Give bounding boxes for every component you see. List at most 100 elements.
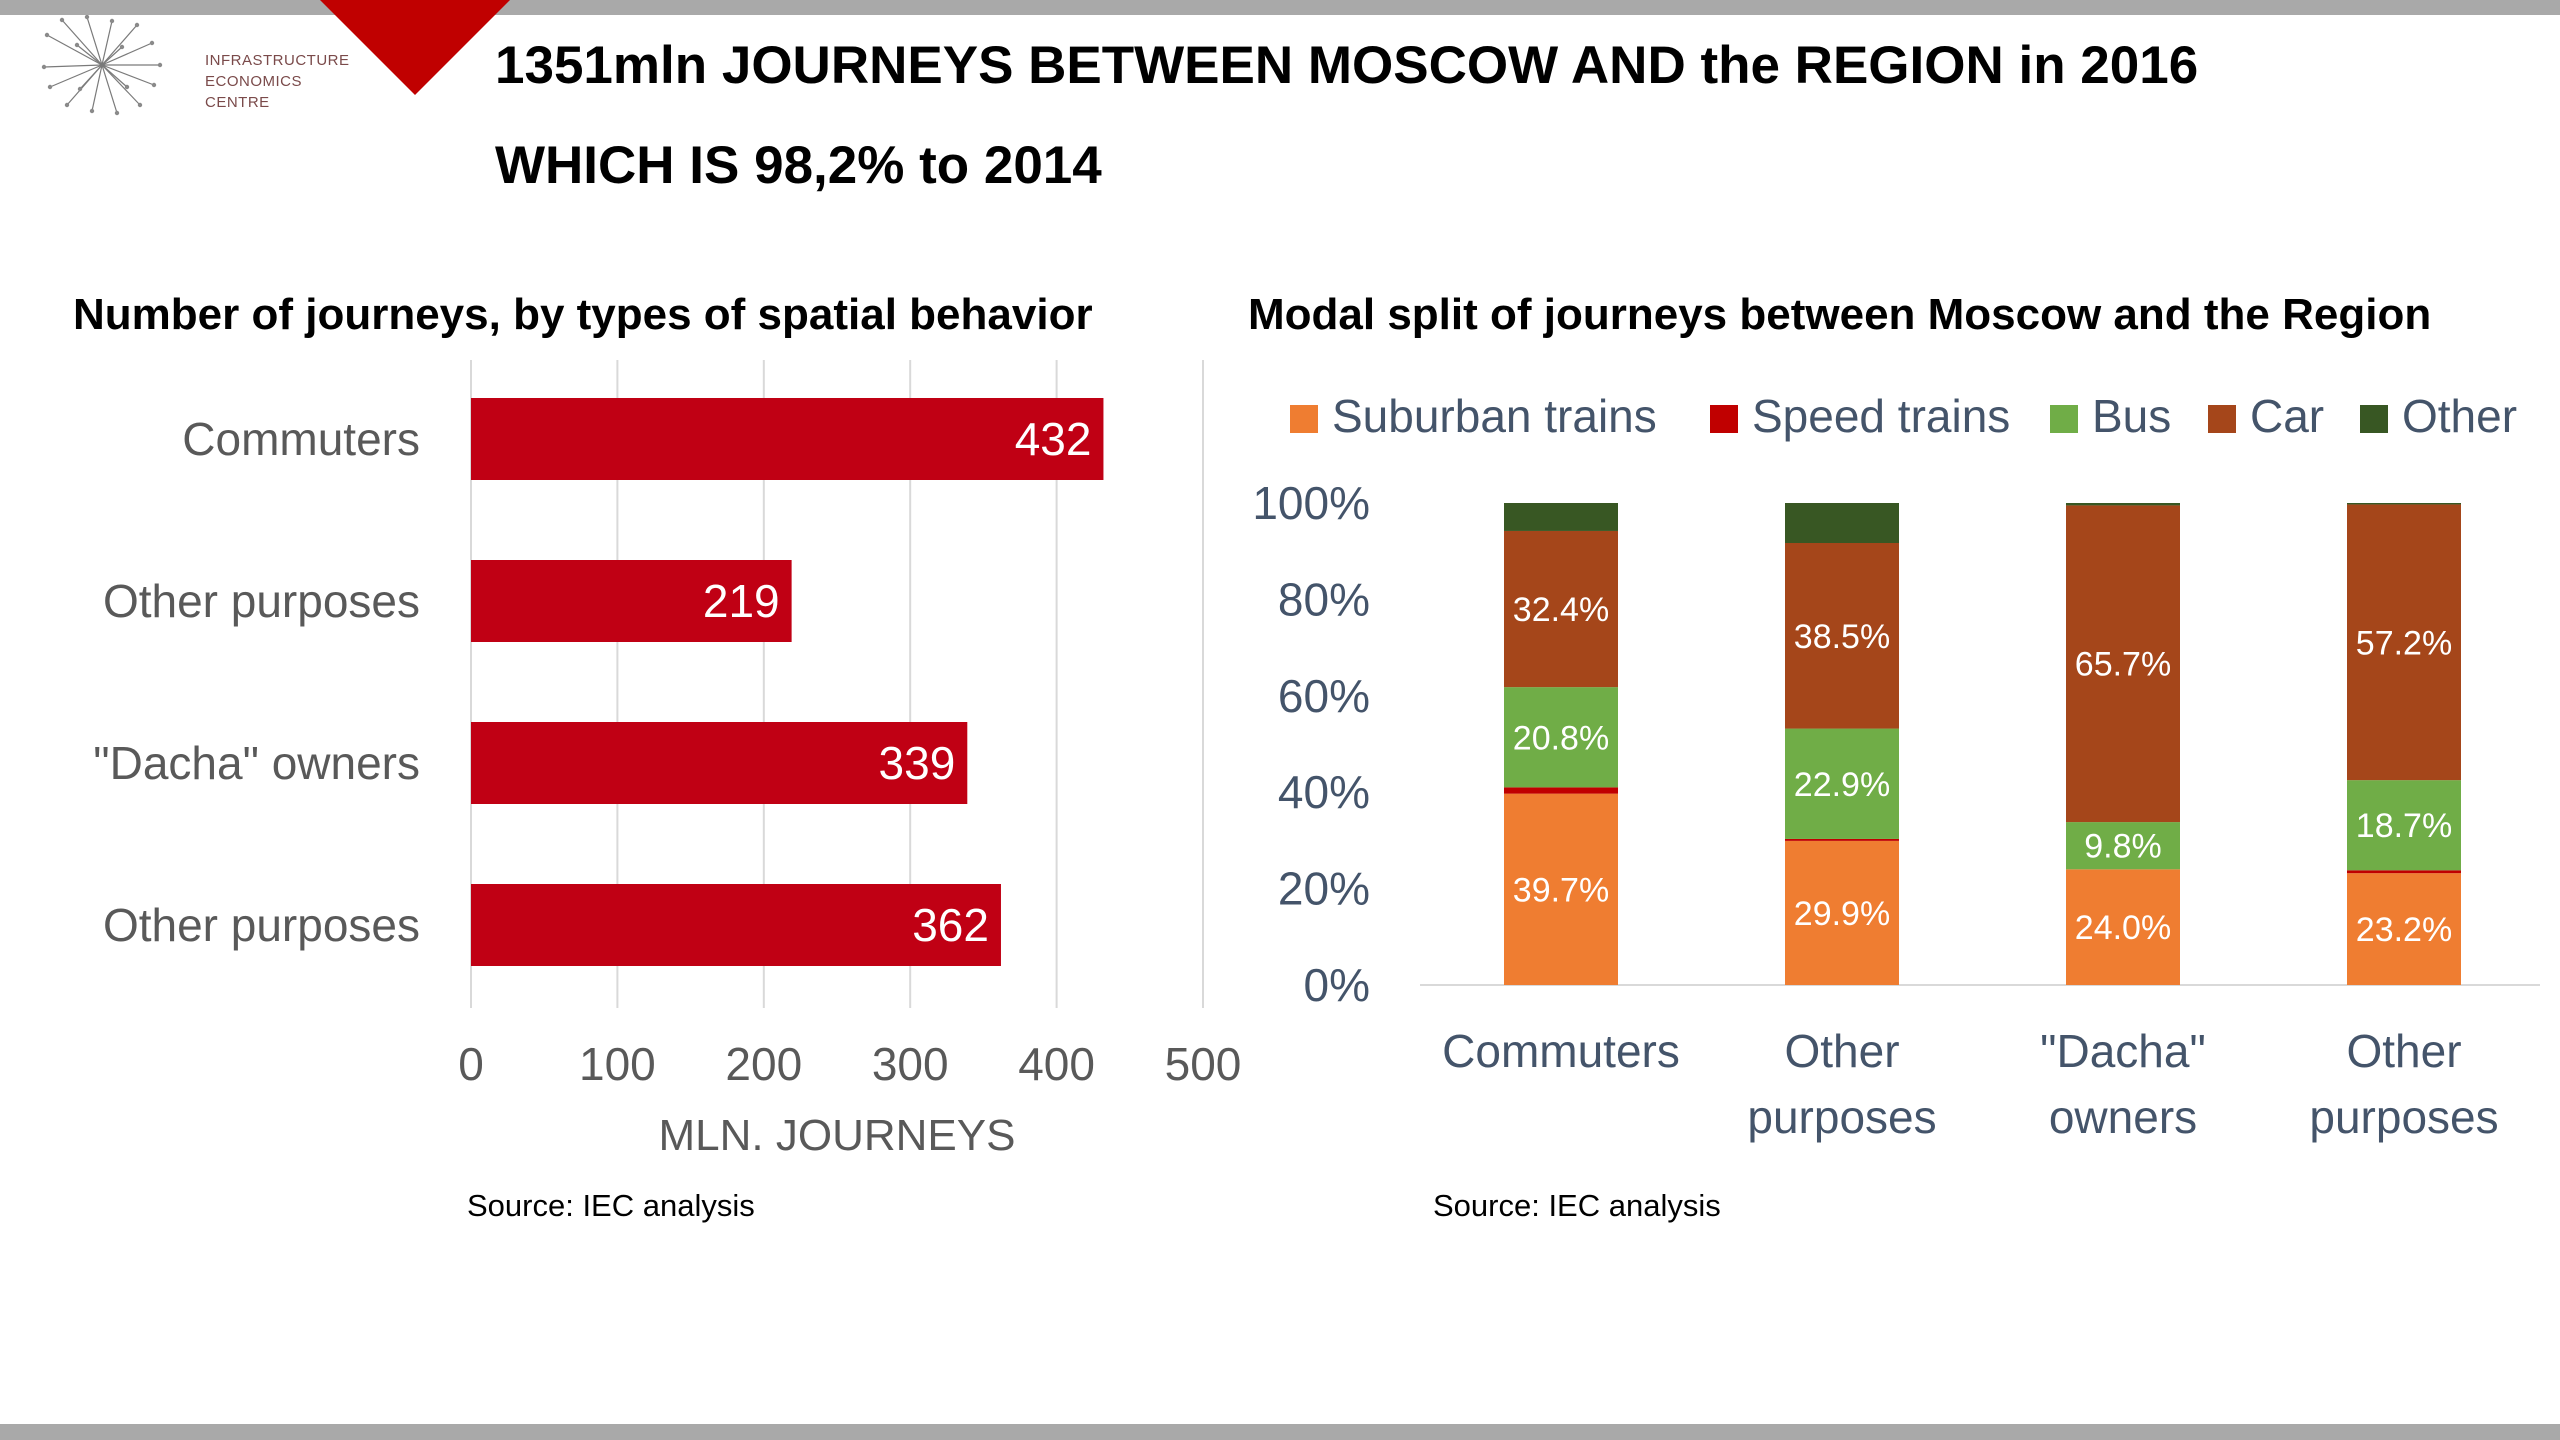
journeys-bar-chart: 0 100 200 300 400 500 Commuters 432 Other purpos… <box>93 360 1242 1160</box>
x-tick-label: 500 <box>1165 1038 1242 1090</box>
logo-dot <box>149 40 155 46</box>
logo-ray <box>46 34 103 66</box>
legend-swatch <box>2050 405 2078 433</box>
stack-segment <box>2066 869 2180 985</box>
segment-value-label: 23.2% <box>2356 911 2452 949</box>
logo-ray <box>79 64 103 90</box>
category-label: Other <box>2346 1025 2461 1077</box>
logo-ray <box>101 24 138 66</box>
logo-text: INFRASTRUCTURE ECONOMICS CENTRE <box>205 50 350 113</box>
logo-dot <box>47 84 53 90</box>
legend-label: Bus <box>2092 390 2171 442</box>
stack-segment <box>1785 543 1899 729</box>
logo-dot <box>84 14 90 20</box>
stack-segment <box>1504 787 1618 794</box>
logo-dot <box>157 62 163 68</box>
logo-dot <box>64 102 70 108</box>
category-label: owners <box>2049 1091 2197 1143</box>
journey-bar <box>471 560 792 642</box>
logo-ray <box>49 64 103 88</box>
segment-value-label: 57.2% <box>2356 624 2452 662</box>
x-axis-title: MLN. JOURNEYS <box>659 1111 1016 1160</box>
modal-split-chart: 0% 20% 40% 60% 80% 100% Suburban trains Speed t… <box>1252 390 2540 1143</box>
segment-value-label: 65.7% <box>2075 646 2171 684</box>
journey-bar <box>471 398 1104 480</box>
stack-segment <box>2347 503 2461 505</box>
bottom-border <box>0 1424 2560 1440</box>
x-tick-label: 200 <box>725 1038 802 1090</box>
y-tick-label: 20% <box>1278 863 1370 915</box>
logo-dot <box>137 102 143 108</box>
bar-value-label: 219 <box>703 575 780 627</box>
legend-swatch <box>2208 405 2236 433</box>
segment-value-label: 39.7% <box>1513 871 1609 909</box>
logo-line: ECONOMICS <box>205 73 303 90</box>
stack-segment <box>2066 822 2180 870</box>
top-border <box>0 0 2560 15</box>
logo-dot <box>89 108 95 114</box>
y-tick-label: 100% <box>1252 477 1370 529</box>
logo-dot <box>114 110 120 116</box>
page-title: 1351mln JOURNEYS BETWEEN MOSCOW AND the … <box>495 36 2199 95</box>
stack-segment <box>2066 503 2180 506</box>
logo-dot <box>59 17 65 23</box>
stack-segment <box>1785 838 1899 841</box>
logo-ray <box>101 46 123 66</box>
y-tick-label: 0% <box>1304 959 1370 1011</box>
stack-segment <box>2066 505 2180 823</box>
legend-label: Car <box>2250 390 2324 442</box>
logo-line: INFRASTRUCTURE <box>205 52 350 69</box>
journey-bar <box>471 884 1001 966</box>
category-label: Commuters <box>1442 1025 1680 1077</box>
segment-value-label: 20.8% <box>1513 719 1609 757</box>
stack-segment <box>2347 780 2461 871</box>
y-tick-label: 60% <box>1278 670 1370 722</box>
logo-dot <box>77 86 83 92</box>
y-tick-label: 40% <box>1278 766 1370 818</box>
stack-segment <box>1504 687 1618 788</box>
legend-swatch <box>2360 405 2388 433</box>
stack-segment <box>2347 873 2461 985</box>
x-tick-label: 300 <box>872 1038 949 1090</box>
logo-dot <box>74 42 80 48</box>
legend-label: Suburban trains <box>1332 390 1657 442</box>
segment-value-label: 18.7% <box>2356 807 2452 845</box>
stack-segment <box>1504 793 1618 985</box>
logo-ray <box>101 42 153 66</box>
category-label: Other purposes <box>103 899 420 951</box>
logo-ray <box>43 64 103 68</box>
segment-value-label: 9.8% <box>2084 828 2162 866</box>
stack-segment <box>1785 840 1899 985</box>
logo-dot <box>44 32 50 38</box>
journey-bar <box>471 722 968 804</box>
logo-ray <box>86 16 103 66</box>
legend-swatch <box>1290 405 1318 433</box>
legend-swatch <box>1710 405 1738 433</box>
legend-label: Other <box>2402 390 2517 442</box>
category-label: Commuters <box>182 413 420 465</box>
accent-triangle <box>320 0 510 95</box>
logo-ray <box>101 64 118 114</box>
logo-ray <box>101 64 155 86</box>
logo-ray <box>101 64 141 106</box>
segment-value-label: 24.0% <box>2075 909 2171 947</box>
logo-dot <box>134 22 140 28</box>
stack-segment <box>2347 504 2461 781</box>
category-label: Other <box>1784 1025 1899 1077</box>
right-source-note: Source: IEC analysis <box>1433 1188 1721 1223</box>
x-tick-label: 100 <box>579 1038 656 1090</box>
bar-value-label: 432 <box>1015 413 1092 465</box>
bar-value-label: 362 <box>912 899 989 951</box>
category-label: "Dacha" <box>2040 1025 2206 1077</box>
page-title-line2: WHICH IS 98,2% to 2014 <box>495 136 1102 195</box>
legend-label: Speed trains <box>1752 390 2010 442</box>
left-chart-title: Number of journeys, by types of spatial … <box>73 290 1093 339</box>
logo-ray <box>61 19 103 66</box>
left-source-note: Source: IEC analysis <box>467 1188 755 1223</box>
segment-value-label: 29.9% <box>1794 895 1890 933</box>
x-tick-label: 400 <box>1018 1038 1095 1090</box>
logo-ray <box>91 64 103 112</box>
stack-segment <box>1504 530 1618 688</box>
right-chart-title: Modal split of journeys between Moscow a… <box>1248 290 2432 339</box>
category-label: purposes <box>1747 1091 1936 1143</box>
